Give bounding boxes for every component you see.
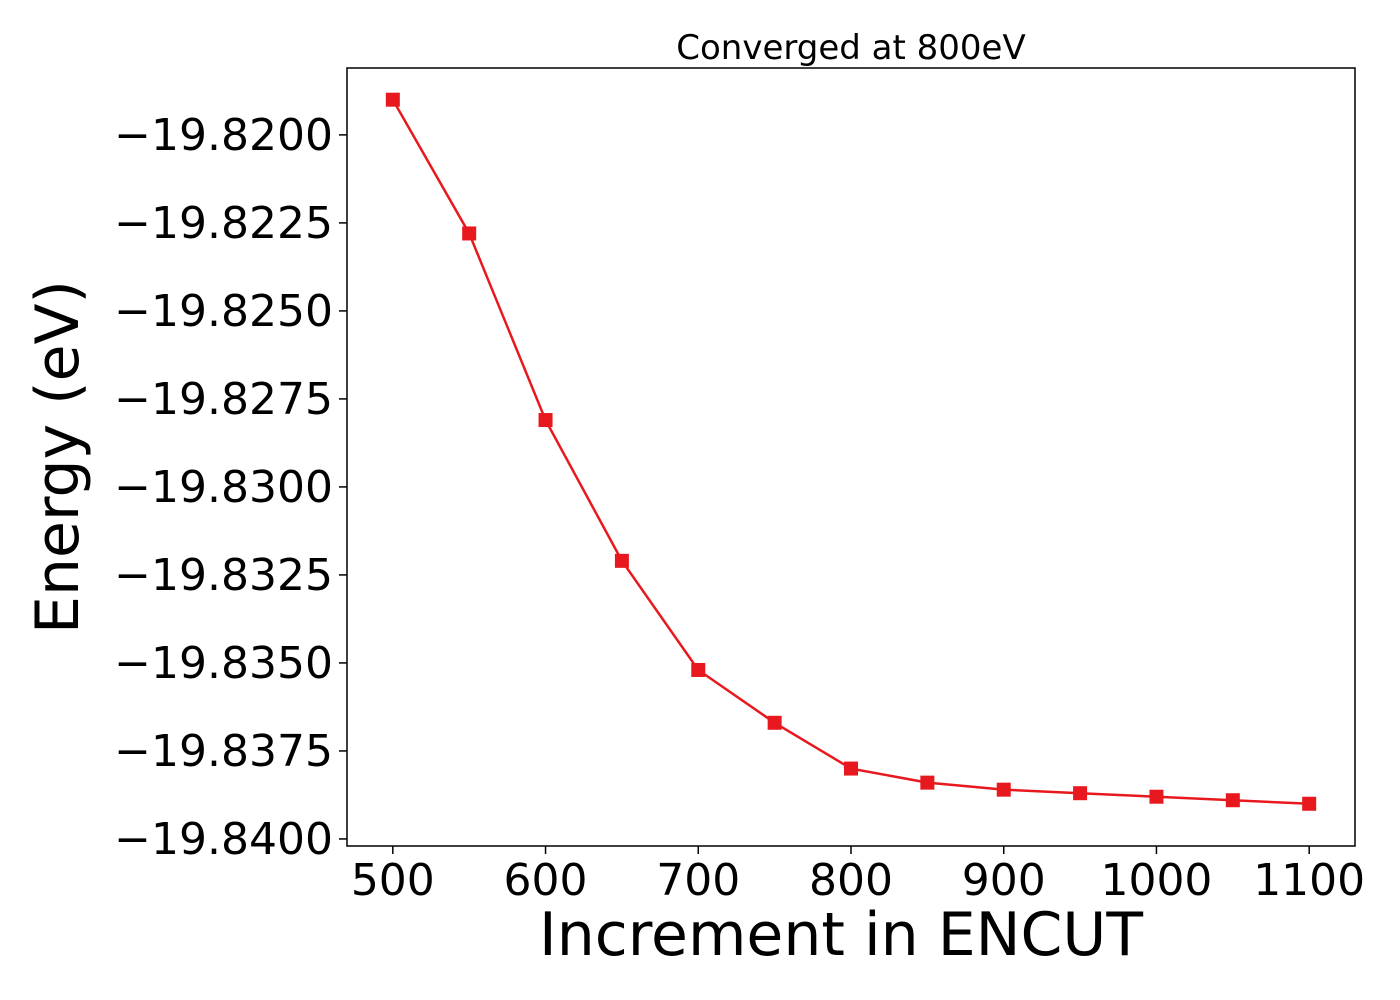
y-tick-label: −19.8325 bbox=[114, 550, 333, 601]
data-point-marker bbox=[996, 782, 1011, 797]
data-point-marker bbox=[767, 715, 782, 730]
data-point-marker bbox=[538, 413, 553, 428]
y-tick-label: −19.8300 bbox=[114, 462, 333, 513]
data-point-marker bbox=[462, 226, 477, 241]
x-tick-label: 600 bbox=[504, 855, 588, 906]
data-point-marker bbox=[614, 553, 629, 568]
y-tick-label: −19.8225 bbox=[114, 198, 333, 249]
data-point-marker bbox=[844, 761, 858, 776]
x-axis-label: Increment in ENCUT bbox=[539, 900, 1143, 970]
y-tick-label: −19.8350 bbox=[114, 638, 333, 689]
x-tick-label: 1100 bbox=[1253, 855, 1365, 906]
y-tick-label: −19.8375 bbox=[114, 726, 333, 777]
y-axis: −19.8200 −19.8225 −19.8250 −19.8275 −19.8300… bbox=[114, 110, 347, 865]
data-point-marker bbox=[920, 775, 935, 790]
plot-frame bbox=[346, 67, 1356, 847]
data-point-marker bbox=[1073, 786, 1088, 801]
data-point-marker bbox=[691, 662, 706, 677]
y-axis-label: Energy (eV) bbox=[23, 280, 93, 634]
y-tick-label: −19.8250 bbox=[114, 286, 333, 337]
data-point-marker bbox=[1225, 793, 1240, 808]
x-axis: 500 600 700 800 900 1000 1100 bbox=[351, 846, 1365, 906]
x-tick-label: 900 bbox=[962, 855, 1046, 906]
data-point-marker bbox=[1302, 796, 1317, 811]
data-point-marker bbox=[385, 92, 400, 107]
y-tick-label: −19.8275 bbox=[114, 374, 333, 425]
chart-title: Converged at 800eV bbox=[676, 28, 1025, 68]
x-tick-label: 500 bbox=[351, 855, 435, 906]
x-tick-label: 700 bbox=[656, 855, 740, 906]
x-tick-label: 1000 bbox=[1100, 855, 1212, 906]
x-tick-label: 800 bbox=[809, 855, 893, 906]
series-layer bbox=[385, 92, 1317, 811]
y-tick-label: −19.8400 bbox=[114, 814, 333, 865]
y-tick-label: −19.8200 bbox=[114, 110, 333, 161]
data-point-marker bbox=[1149, 789, 1164, 804]
